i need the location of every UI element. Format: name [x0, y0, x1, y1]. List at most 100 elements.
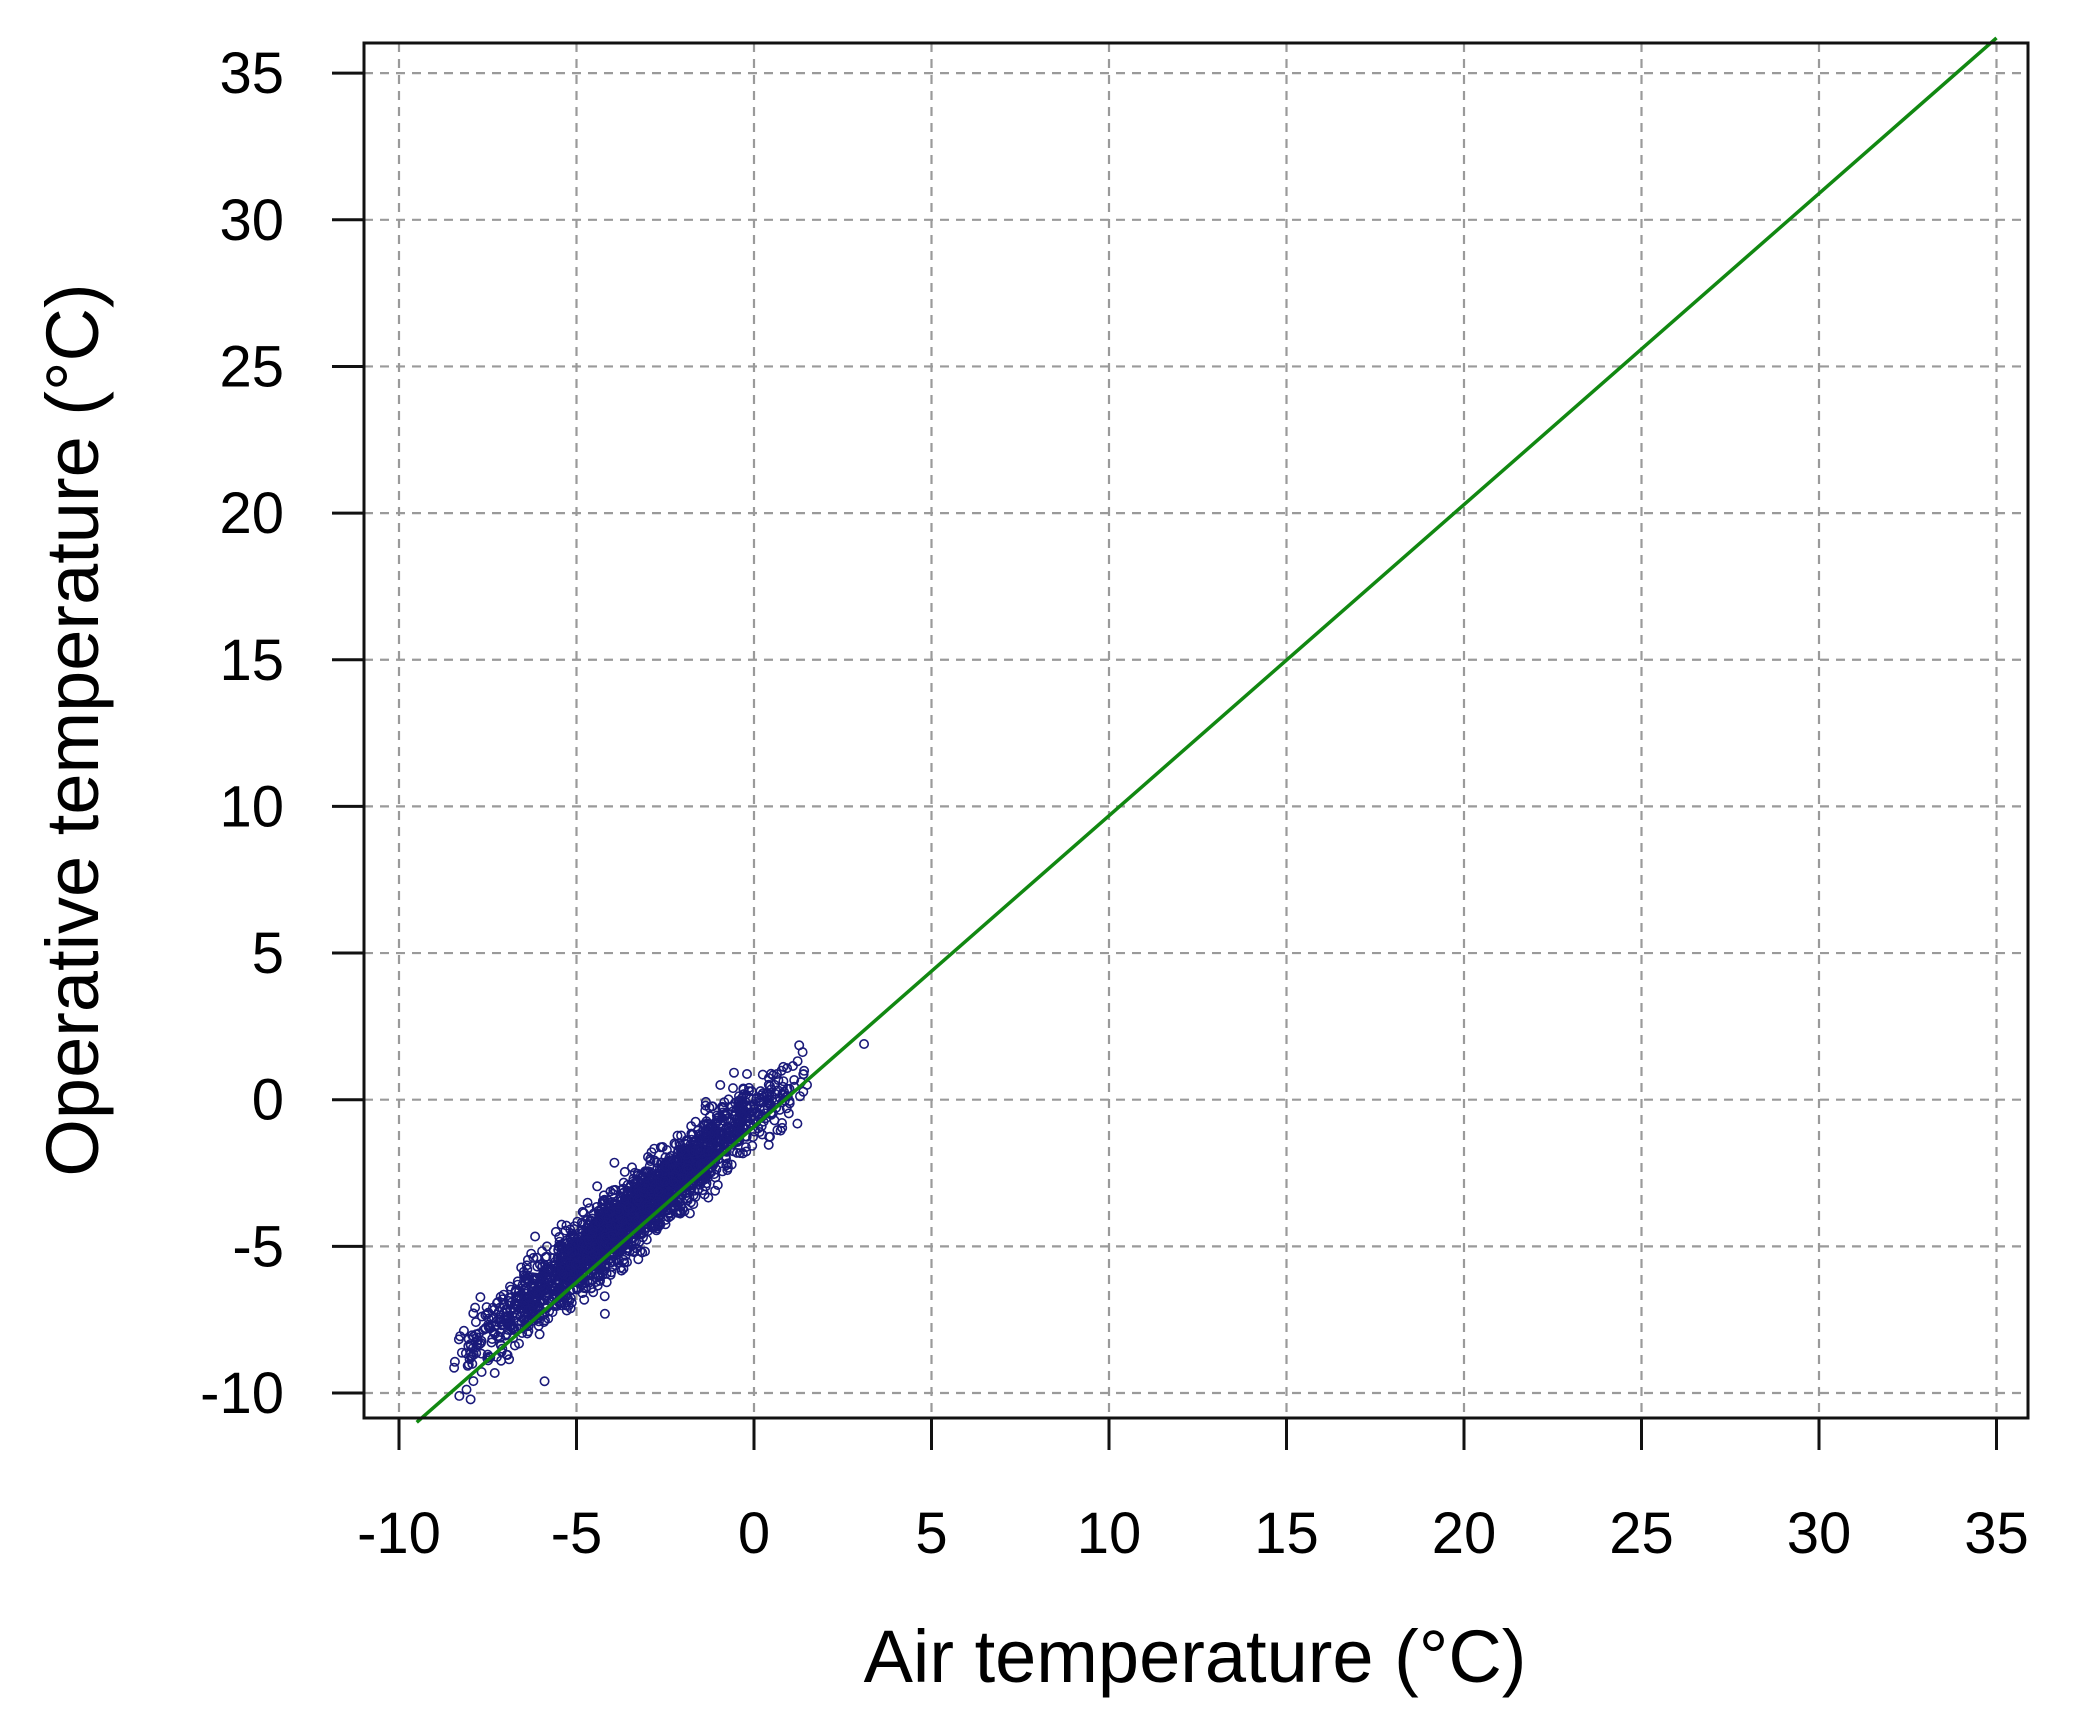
scatter-point — [768, 1070, 779, 1081]
scatter-point — [778, 1076, 789, 1087]
scatter-point — [510, 1285, 521, 1296]
scatter-point — [449, 1356, 460, 1367]
scatter-point — [599, 1196, 610, 1207]
scatter-point — [564, 1257, 575, 1268]
x-tick-label: -5 — [551, 1501, 603, 1566]
scatter-point — [674, 1138, 685, 1149]
scatter-point — [722, 1128, 733, 1139]
scatter-point — [629, 1178, 640, 1189]
scatter-point — [704, 1111, 715, 1122]
scatter-point — [859, 1038, 870, 1049]
scatter-point — [492, 1297, 503, 1308]
scatter-point — [589, 1241, 600, 1252]
scatter-point — [702, 1146, 713, 1157]
scatter-point — [697, 1137, 708, 1148]
scatter-point — [539, 1376, 550, 1387]
scatter-point — [475, 1338, 486, 1349]
scatter-point — [512, 1279, 523, 1290]
scatter-point — [710, 1185, 721, 1196]
scatter-point — [792, 1118, 803, 1129]
scatter-point — [715, 1080, 726, 1091]
scatter-point — [674, 1194, 685, 1205]
scatter-point — [700, 1096, 711, 1107]
scatter-point — [707, 1101, 718, 1112]
scatter-point — [563, 1250, 574, 1261]
scatter-point — [727, 1083, 738, 1094]
scatter-point — [633, 1224, 644, 1235]
y-axis-title: Operative temperature (°C) — [31, 283, 114, 1176]
x-tick-label: 35 — [1964, 1501, 2029, 1566]
scatter-point — [671, 1179, 682, 1190]
y-tick-label: 30 — [219, 188, 284, 253]
scatter-point — [743, 1086, 754, 1097]
scatter-point — [475, 1292, 486, 1303]
scatter-point — [599, 1308, 610, 1319]
scatter-point — [570, 1259, 581, 1270]
scatter-point — [628, 1247, 639, 1258]
scatter-point — [626, 1208, 637, 1219]
scatter-point — [540, 1290, 551, 1301]
scatter-point — [777, 1088, 788, 1099]
fit-line — [415, 36, 1998, 1424]
scatter-point — [638, 1187, 649, 1198]
scatter-point — [561, 1220, 572, 1231]
scatter-point — [530, 1231, 541, 1242]
x-tick-label: 25 — [1609, 1501, 1674, 1566]
scatter-point — [532, 1261, 543, 1272]
scatter-point — [465, 1340, 476, 1351]
scatter-point — [572, 1216, 583, 1227]
scatter-point — [776, 1065, 787, 1076]
scatter-point — [468, 1376, 479, 1387]
scatter-point — [592, 1181, 603, 1192]
scatter-point — [509, 1340, 520, 1351]
scatter-point — [565, 1303, 576, 1314]
scatter-point — [550, 1226, 561, 1237]
scatter-point — [792, 1056, 803, 1067]
scatter-point — [651, 1157, 662, 1168]
scatter-point — [549, 1283, 560, 1294]
scatter-point — [455, 1331, 466, 1342]
scatter-point — [722, 1162, 733, 1173]
y-tick-label: -5 — [232, 1214, 284, 1279]
scatter-point — [763, 1097, 774, 1108]
scatter-point — [608, 1213, 619, 1224]
scatter-point — [497, 1343, 508, 1354]
scatter-point — [690, 1145, 701, 1156]
scatter-point — [563, 1243, 574, 1254]
scatter-point — [653, 1186, 664, 1197]
scatter-point — [797, 1047, 808, 1058]
scatter-point — [647, 1176, 658, 1187]
scatter-point — [769, 1115, 780, 1126]
scatter-point — [467, 1358, 478, 1369]
scatter-point — [500, 1330, 511, 1341]
scatter-point — [653, 1221, 664, 1232]
scatter-point — [609, 1157, 620, 1168]
scatter-point — [783, 1108, 794, 1119]
scatter-point — [512, 1276, 523, 1287]
scatter-point — [729, 1120, 740, 1131]
scatter-point — [645, 1156, 656, 1167]
scatter-point — [775, 1125, 786, 1136]
scatter-point — [588, 1254, 599, 1265]
scatter-point — [620, 1250, 631, 1261]
scatter-point — [771, 1102, 782, 1113]
x-tick-label: 15 — [1254, 1501, 1319, 1566]
scatter-point — [794, 1091, 805, 1102]
scatter-point — [741, 1069, 752, 1080]
scatter-point — [593, 1205, 604, 1216]
scatter-point — [664, 1186, 675, 1197]
scatter-point — [607, 1230, 618, 1241]
scatter-point — [712, 1180, 723, 1191]
scatter-point — [682, 1160, 693, 1171]
y-tick-label: 25 — [219, 334, 284, 399]
x-tick-label: 0 — [738, 1501, 770, 1566]
scatter-point — [540, 1252, 551, 1263]
scatter-point — [541, 1273, 552, 1284]
scatter-point — [520, 1288, 531, 1299]
scatter-point — [558, 1269, 569, 1280]
scatter-point — [699, 1172, 710, 1183]
scatter-point — [587, 1224, 598, 1235]
scatter-point — [737, 1148, 748, 1159]
scatter-point — [639, 1246, 650, 1257]
